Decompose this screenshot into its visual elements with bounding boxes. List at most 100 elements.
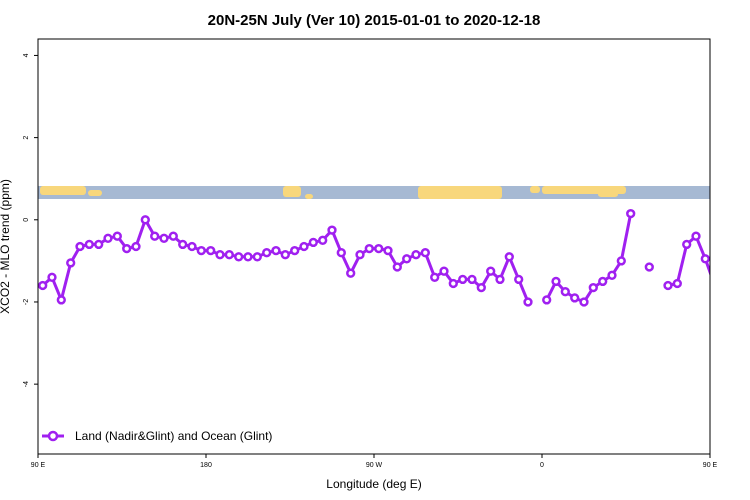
data-point: [542, 295, 552, 305]
data-point: [159, 233, 169, 243]
data-point: [691, 231, 701, 241]
data-point: [411, 250, 421, 260]
plot-area: [38, 208, 710, 307]
data-point: [66, 258, 76, 268]
data-point: [327, 225, 337, 235]
data-point: [308, 237, 318, 248]
map-land-patch: [40, 186, 86, 195]
y-tick-label: -4: [23, 381, 30, 387]
data-point: [663, 280, 673, 291]
data-point: [355, 250, 365, 260]
data-point: [486, 266, 496, 276]
data-point: [402, 254, 412, 264]
data-point: [588, 282, 598, 293]
data-point: [224, 250, 234, 260]
data-point: [84, 239, 94, 250]
y-tick-label: 0: [23, 218, 30, 222]
data-point: [206, 245, 216, 256]
data-point: [439, 266, 449, 276]
x-tick-label: 90 W: [366, 462, 383, 469]
data-point: [700, 254, 710, 264]
data-point: [196, 245, 206, 256]
data-point: [280, 250, 290, 260]
x-tick-label: 180: [200, 462, 212, 469]
series-line: [667, 234, 710, 287]
data-point: [458, 274, 468, 285]
data-point: [140, 215, 150, 225]
data-point: [523, 297, 533, 307]
data-point: [570, 293, 580, 303]
data-point: [299, 241, 309, 252]
map-land-patch: [530, 186, 540, 193]
map-land-patch: [283, 186, 301, 197]
data-point: [616, 256, 626, 266]
data-point: [467, 274, 477, 285]
data-point: [551, 276, 561, 287]
data-point: [271, 245, 281, 256]
data-point: [131, 241, 141, 252]
map-land-patch: [305, 194, 313, 199]
legend-marker: [47, 430, 59, 442]
data-point: [383, 245, 393, 256]
x-tick-label: 0: [540, 462, 544, 469]
data-point: [364, 243, 374, 254]
data-point: [495, 274, 505, 285]
data-point: [514, 274, 524, 285]
legend: Land (Nadir&Glint) and Ocean (Glint): [42, 429, 272, 443]
data-point: [243, 252, 253, 262]
data-point: [122, 243, 132, 254]
data-point: [262, 248, 272, 258]
data-point: [672, 278, 682, 289]
x-axis-title: Longitude (deg E): [326, 477, 421, 491]
map-strip: [38, 186, 710, 199]
map-land-patch: [598, 192, 618, 197]
data-point: [560, 287, 570, 297]
data-point: [682, 239, 692, 250]
x-tick-label: 90 E: [31, 462, 46, 469]
data-point: [215, 250, 225, 260]
chart-title: 20N-25N July (Ver 10) 2015-01-01 to 2020…: [208, 12, 541, 29]
y-axis: 4 2 0 -2 -4: [23, 53, 38, 387]
data-point: [187, 241, 197, 252]
data-point: [252, 252, 262, 262]
data-point: [150, 231, 160, 241]
data-point: [420, 248, 430, 258]
data-point: [47, 272, 57, 282]
x-tick-label: 90 E: [703, 462, 718, 469]
y-tick-label: -2: [23, 299, 30, 305]
map-land-patch: [432, 194, 472, 199]
data-point: [598, 276, 608, 287]
data-point: [75, 241, 85, 252]
data-point: [38, 280, 48, 291]
x-axis: 90 E 180 90 W 0 90 E: [31, 454, 718, 469]
y-tick-label: 4: [23, 53, 30, 57]
data-point: [234, 252, 244, 262]
data-point: [290, 245, 300, 256]
data-point: [336, 248, 346, 258]
legend-label: Land (Nadir&Glint) and Ocean (Glint): [75, 429, 272, 443]
data-point: [346, 268, 356, 278]
data-point: [168, 231, 178, 241]
data-point: [579, 297, 589, 307]
data-point: [94, 239, 104, 250]
data-point: [103, 233, 113, 243]
y-axis-title: XCO2 - MLO trend (ppm): [0, 179, 12, 314]
data-point: [607, 270, 617, 280]
data-point: [476, 282, 486, 293]
y-tick-label: 2: [23, 136, 30, 140]
map-land-patch: [88, 190, 102, 196]
data-point: [430, 272, 440, 282]
data-point: [178, 239, 188, 250]
data-point: [318, 235, 328, 245]
data-point: [112, 231, 122, 241]
data-point: [374, 243, 384, 254]
data-point: [448, 278, 458, 289]
data-point: [504, 252, 514, 262]
data-point: [392, 262, 402, 272]
series-line: [545, 213, 633, 304]
data-point: [644, 262, 654, 272]
data-point: [56, 295, 66, 305]
map-strip-land: [40, 186, 626, 199]
data-point: [626, 208, 636, 219]
